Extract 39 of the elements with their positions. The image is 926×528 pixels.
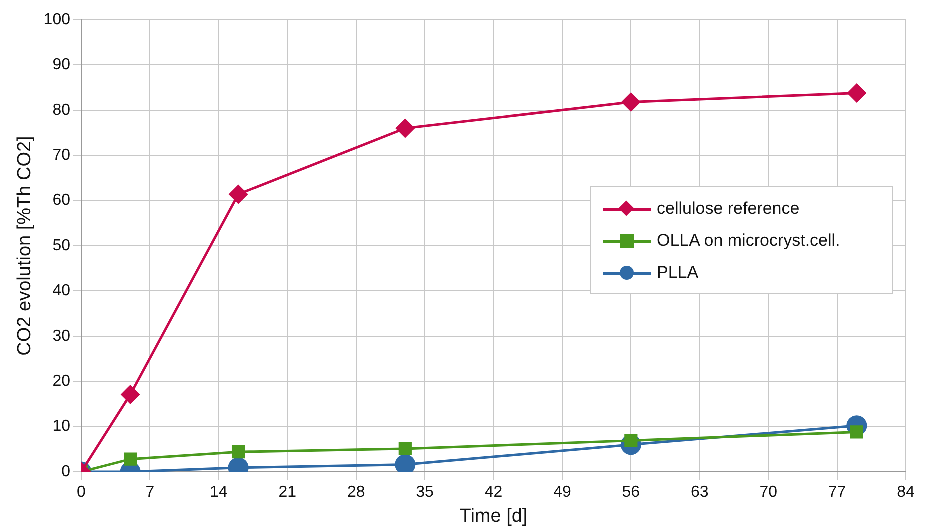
x-tick-label: 56 <box>622 484 640 502</box>
x-tick-label: 77 <box>828 484 846 502</box>
point <box>121 385 140 404</box>
x-tick-label: 0 <box>77 484 86 502</box>
legend-label: PLLA <box>657 263 699 283</box>
y-tick-label: 60 <box>52 192 71 210</box>
point <box>229 185 248 204</box>
x-tick-label: 14 <box>210 484 228 502</box>
y-tick-label: 90 <box>52 56 71 74</box>
y-tick-label: 30 <box>52 328 71 345</box>
x-tick-label: 63 <box>690 484 709 502</box>
x-tick-label: 28 <box>347 484 366 502</box>
x-tick-label: 70 <box>760 484 778 502</box>
point <box>395 454 416 472</box>
y-axis-title: CO2 evolution [%Th CO2] <box>14 136 36 356</box>
point <box>850 426 864 439</box>
y-tick-label: 70 <box>52 147 71 164</box>
point <box>398 442 412 456</box>
x-axis-title: Time [d] <box>460 506 528 527</box>
x-tick-label: 21 <box>278 484 297 502</box>
legend-label: cellulose reference <box>657 199 800 219</box>
point <box>848 84 866 102</box>
point <box>124 452 138 466</box>
x-tick-label: 35 <box>416 484 434 502</box>
point <box>232 446 246 459</box>
x-tick-label: 84 <box>897 484 915 502</box>
point <box>622 93 640 112</box>
x-tick-label: 7 <box>146 484 155 502</box>
y-tick-label: 50 <box>52 237 71 254</box>
y-tick-label: 20 <box>52 373 71 390</box>
y-tick-label: 80 <box>52 102 71 119</box>
legend-label: OLLA on microcryst.cell. <box>657 231 840 251</box>
y-tick-label: 100 <box>44 11 71 28</box>
x-tick-label: 42 <box>484 484 503 502</box>
x-tick-label: 49 <box>554 484 572 502</box>
y-tick-label: 0 <box>62 463 71 480</box>
y-tick-label: 40 <box>52 282 71 300</box>
y-tick-label: 10 <box>52 418 71 436</box>
point <box>396 119 415 138</box>
